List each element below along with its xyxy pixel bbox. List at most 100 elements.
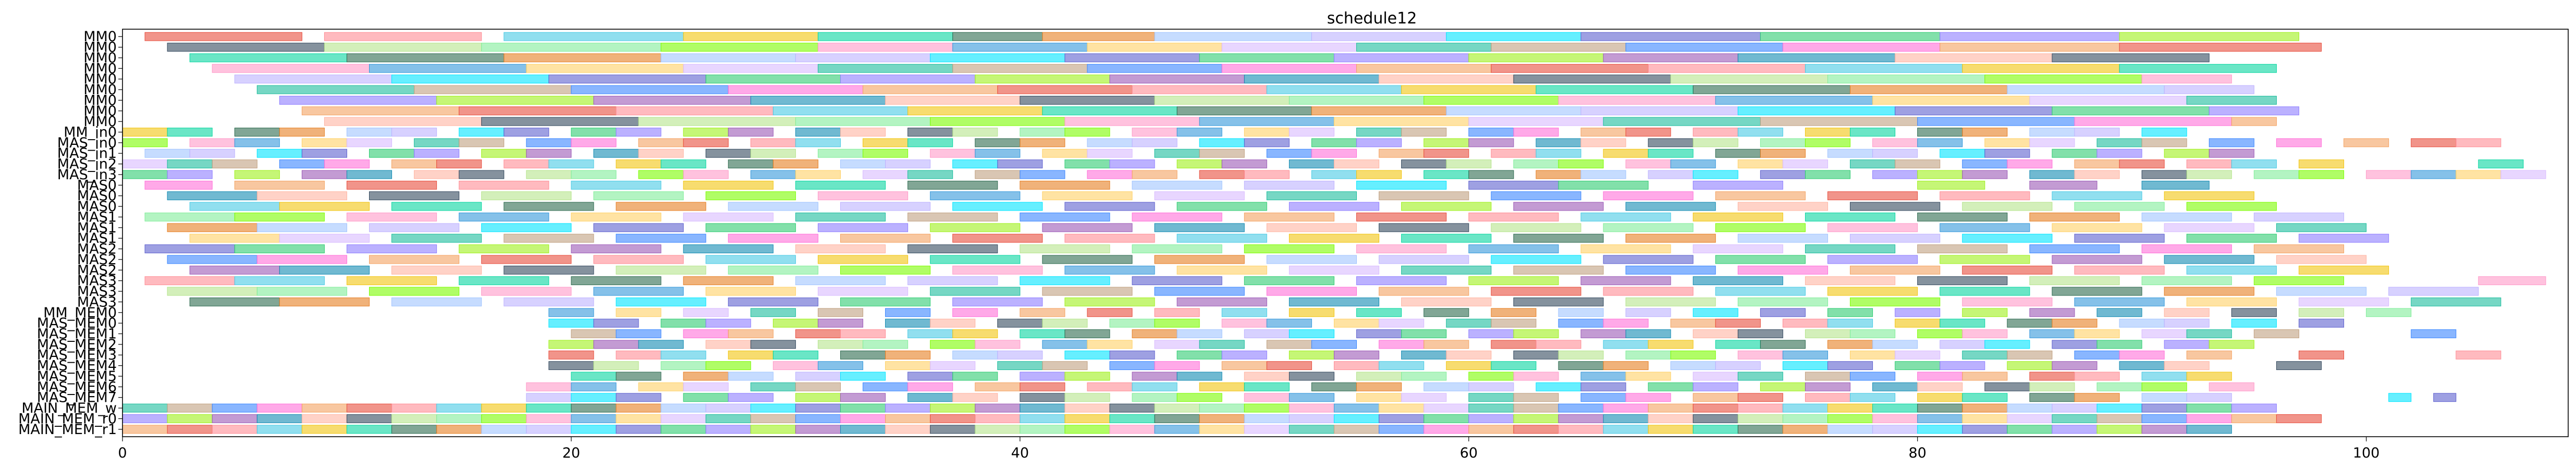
task-bar (436, 414, 482, 423)
task-bar (2298, 265, 2389, 275)
task-bar (1401, 159, 1447, 169)
task-bar (1580, 393, 1626, 402)
y-tick-label: MAS3 (77, 283, 117, 300)
task-bar (1401, 350, 1447, 360)
task-bar (616, 128, 661, 137)
task-bar (1221, 318, 1267, 328)
task-bar (1648, 340, 1694, 349)
task-bar (346, 425, 392, 434)
task-bar (1154, 414, 1200, 423)
task-bar (1379, 340, 1425, 349)
task-bar (1401, 393, 1447, 402)
task-bar (144, 213, 235, 221)
task-bar (301, 414, 347, 423)
task-bar (1962, 414, 2008, 423)
task-bar (2141, 180, 2210, 190)
task-bar (930, 149, 976, 158)
task-bar (1289, 95, 1425, 105)
task-bar (2029, 372, 2075, 381)
task-bar (1289, 202, 1380, 211)
task-bar (1064, 53, 1200, 63)
task-bar (1940, 318, 1985, 328)
task-bar (1424, 414, 1469, 423)
task-bar (256, 287, 347, 296)
task-bar (616, 414, 661, 423)
task-bar (1625, 297, 1716, 306)
task-bar (1266, 255, 1357, 264)
x-tick-label: 20 (562, 445, 580, 461)
task-bar (795, 425, 841, 434)
task-bar (2276, 287, 2367, 296)
task-bar (2141, 425, 2187, 434)
task-bar (1042, 340, 1088, 349)
task-bar (705, 340, 751, 349)
task-bar (683, 308, 729, 317)
task-bar (1379, 403, 1425, 413)
task-bar (2186, 95, 2277, 105)
task-bar (1468, 425, 1514, 434)
task-bar (189, 53, 347, 63)
task-bar (1850, 372, 1896, 381)
task-bar (1064, 372, 1110, 381)
task-bar (1491, 64, 1649, 73)
task-bar (571, 85, 729, 94)
task-bar (369, 149, 415, 158)
task-bar (2052, 53, 2210, 63)
task-bar (2141, 372, 2187, 381)
task-bar (167, 425, 213, 434)
task-bar (481, 425, 527, 434)
task-bar (593, 340, 639, 349)
task-bar (1176, 159, 1222, 169)
task-bar (2029, 308, 2075, 317)
task-bar (952, 393, 998, 402)
task-bar (1468, 128, 1514, 137)
task-bar (301, 106, 460, 116)
task-bar (1648, 64, 1806, 73)
task-bar (1940, 223, 2030, 232)
task-bar (660, 350, 706, 360)
task-bar (1266, 287, 1357, 296)
task-bar (930, 403, 976, 413)
task-bar (750, 149, 796, 158)
task-bar (1692, 382, 1738, 391)
task-bar (1020, 308, 1065, 317)
task-bar (481, 191, 572, 201)
task-bar (840, 128, 886, 137)
task-bar (1176, 372, 1222, 381)
task-bar (1154, 149, 1200, 158)
task-bar (1199, 425, 1245, 434)
task-bar (1513, 233, 1604, 243)
y-tick-label: MAIN_MEM_r1 (18, 422, 117, 438)
task-bar (795, 180, 886, 190)
task-bar (593, 361, 639, 371)
task-bar (2074, 202, 2165, 211)
task-bar (1872, 340, 1918, 349)
task-bar (1446, 361, 1492, 371)
task-bar (795, 53, 931, 63)
task-bar (1670, 318, 1716, 328)
task-bar (2096, 414, 2142, 423)
task-bar (885, 159, 931, 169)
task-bar (1670, 159, 1716, 169)
task-bar (795, 393, 841, 402)
task-bar (2231, 414, 2277, 423)
task-bar (975, 403, 1021, 413)
task-bar (1109, 361, 1155, 371)
task-bar (1962, 403, 2008, 413)
task-bar (1064, 233, 1155, 243)
task-bar (1333, 414, 1380, 423)
task-bar (1962, 372, 2008, 381)
task-bar (1109, 425, 1155, 434)
task-bar (1625, 233, 1716, 243)
task-bar (346, 414, 392, 423)
task-bar (1468, 180, 1559, 190)
task-bar (1356, 170, 1402, 179)
task-bar (817, 340, 864, 349)
task-bar (1603, 117, 1761, 126)
task-bar (952, 32, 1043, 41)
task-bar (234, 75, 392, 84)
task-bar (279, 95, 437, 105)
task-bar (2411, 329, 2457, 338)
task-bar (683, 372, 729, 381)
task-bar (144, 149, 190, 158)
